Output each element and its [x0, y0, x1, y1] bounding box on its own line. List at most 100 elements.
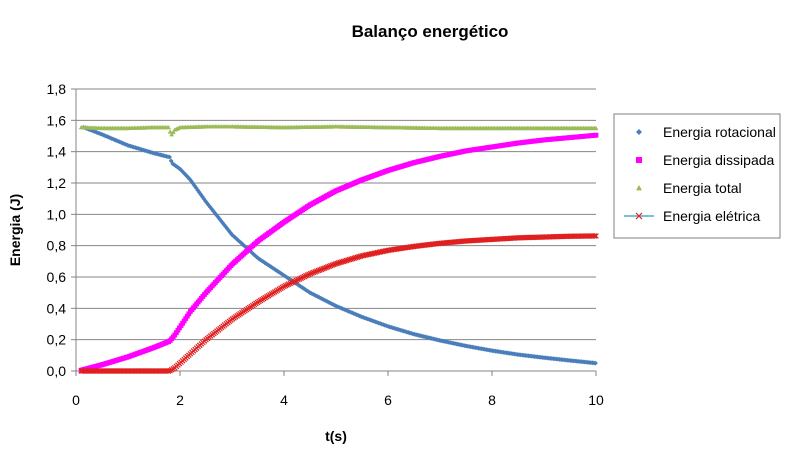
- data-point: [209, 206, 215, 212]
- data-point: [184, 173, 190, 179]
- series-2: [78, 124, 599, 137]
- data-point: [331, 261, 337, 268]
- data-point: [243, 244, 249, 250]
- x-tick-label: 0: [72, 392, 80, 408]
- data-point: [593, 360, 598, 366]
- data-point: [221, 222, 227, 228]
- data-point: [167, 154, 172, 160]
- data-point: [235, 237, 241, 243]
- data-point: [321, 265, 328, 271]
- data-point: [263, 261, 269, 267]
- legend-box: [613, 113, 781, 239]
- y-tick-label: 1,4: [47, 144, 67, 160]
- data-point: [329, 262, 336, 268]
- x-tick-label: 10: [588, 392, 604, 408]
- data-point: [176, 165, 182, 171]
- legend-label: Energia dissipada: [663, 152, 775, 168]
- data-point: [356, 253, 362, 260]
- data-point: [335, 260, 342, 266]
- data-point: [228, 230, 233, 236]
- y-tick-label: 1,2: [47, 175, 67, 191]
- y-tick-label: 1,6: [47, 112, 67, 128]
- data-point: [307, 270, 314, 277]
- y-tick-label: 1,0: [47, 206, 67, 222]
- data-point: [206, 202, 211, 208]
- y-tick-label: 0,8: [47, 238, 67, 254]
- data-point: [320, 265, 326, 272]
- data-point: [231, 233, 236, 239]
- data-point: [210, 208, 216, 214]
- axes: [71, 88, 597, 376]
- data-point: [169, 132, 175, 137]
- legend-label: Energia rotacional: [663, 124, 776, 140]
- legend-marker: [636, 185, 642, 191]
- data-point: [309, 270, 315, 276]
- y-tick-label: 0,4: [47, 300, 67, 316]
- legend-item: Energia rotacional: [636, 124, 776, 140]
- data-point: [182, 171, 188, 177]
- y-tick-label: 0,6: [47, 269, 67, 285]
- x-axis-title: t(s): [325, 428, 347, 444]
- data-point: [318, 266, 325, 273]
- data-point: [312, 269, 319, 275]
- data-point: [223, 224, 229, 230]
- legend-item: Energia dissipada: [636, 152, 775, 168]
- data-point: [349, 255, 356, 262]
- data-point: [326, 263, 333, 270]
- data-point: [337, 259, 343, 266]
- legend-marker: [635, 212, 643, 220]
- data-point: [327, 262, 334, 269]
- data-point: [167, 129, 173, 134]
- x-tick-label: 4: [280, 392, 288, 408]
- data-point: [317, 267, 323, 273]
- y-tick-label: 0,2: [47, 332, 67, 348]
- series-1: [78, 132, 599, 373]
- data-point: [313, 268, 320, 275]
- data-point: [212, 210, 218, 216]
- data-point: [310, 269, 317, 276]
- legend-item: Energia total: [636, 180, 742, 196]
- data-point: [170, 129, 176, 135]
- data-point: [165, 368, 172, 374]
- data-point: [181, 170, 187, 176]
- data-point: [187, 176, 193, 182]
- data-point: [346, 256, 353, 263]
- data-point: [591, 233, 598, 239]
- tick-labels: 0,0 0,2 0,4 0,6 0,8 1,0 1,2 1,4 1,6 1,8 0 2 4 6 8 10: [47, 81, 604, 408]
- legend-item: Energia elétrica: [624, 208, 760, 224]
- data-point: [193, 185, 199, 191]
- data-point: [204, 200, 210, 206]
- y-tick-label: 1,8: [47, 81, 67, 97]
- data-point: [257, 257, 263, 262]
- data-point: [324, 264, 331, 270]
- data-point: [232, 235, 238, 240]
- data-point: [338, 259, 345, 265]
- data-point: [214, 212, 219, 218]
- data-point: [345, 257, 351, 263]
- data-point: [354, 254, 361, 261]
- data-point: [348, 256, 354, 262]
- data-point: [334, 260, 340, 267]
- x-tick-label: 6: [384, 392, 392, 408]
- data-point: [201, 196, 207, 202]
- data-point: [240, 242, 246, 247]
- data-point: [195, 187, 201, 193]
- data-point: [203, 198, 208, 204]
- legend-label: Energia total: [663, 180, 742, 196]
- data-point: [352, 254, 359, 261]
- data-point: [207, 204, 213, 210]
- plot-area: [78, 124, 599, 374]
- data-point: [340, 258, 347, 265]
- data-point: [229, 232, 235, 238]
- legend-marker: [636, 157, 642, 163]
- chart-title: Balanço energético: [352, 22, 509, 41]
- legend-label: Energia elétrica: [663, 208, 760, 224]
- data-point: [315, 267, 322, 274]
- data-point: [306, 271, 312, 278]
- data-point: [343, 257, 350, 264]
- gridlines: [76, 88, 596, 341]
- legend-marker: [636, 129, 642, 135]
- x-tick-label: 8: [488, 392, 496, 408]
- data-point: [351, 255, 358, 262]
- data-point: [173, 163, 179, 169]
